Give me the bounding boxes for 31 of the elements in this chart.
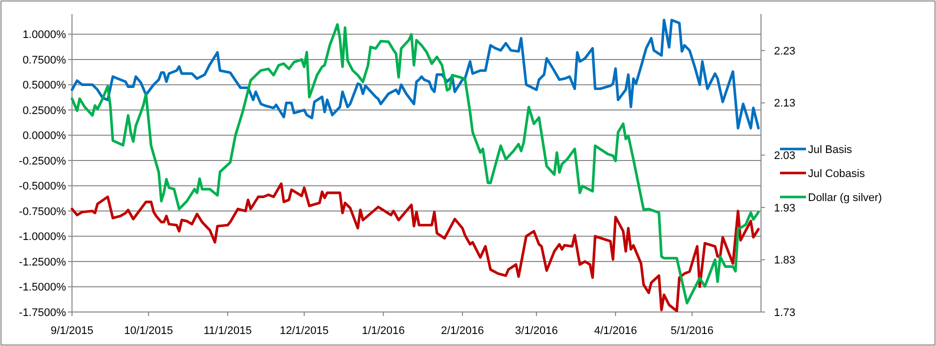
y-tick-label: -1.0000%	[18, 231, 66, 244]
x-tick-label: 3/1/2016	[515, 324, 558, 337]
y-tick-label: 0.0000%	[22, 130, 66, 142]
line-series	[70, 18, 760, 130]
x-tick-label: 12/1/2015	[280, 324, 329, 337]
y-tick-label: -0.7500%	[18, 206, 66, 218]
y-tick-label: -1.2500%	[18, 256, 66, 268]
x-tick-label: 5/1/2016	[670, 324, 714, 337]
x-tick-label: 9/1/2015	[50, 324, 94, 337]
legend-label: Jul Cobasis	[808, 168, 866, 180]
y-tick-label: -0.5000%	[18, 180, 66, 193]
x-tick-label: 4/1/2016	[594, 324, 637, 337]
y2-tick-label: 2.23	[774, 45, 796, 58]
y-tick-label: -0.2500%	[18, 155, 66, 168]
x-tick-label: 1/1/2016	[362, 324, 405, 337]
y2-tick-label: 1.83	[774, 254, 796, 267]
y2-tick-label: 1.93	[774, 202, 796, 214]
y-tick-label: -1.5000%	[18, 282, 66, 294]
legend-label: Jul Basis	[808, 144, 853, 156]
y2-tick-label: 2.03	[774, 150, 796, 162]
x-tick-label: 2/1/2016	[441, 324, 484, 337]
y-tick-label: 1.0000%	[22, 29, 66, 42]
y-tick-label: 0.7500%	[22, 54, 66, 66]
y2-tick-label: 1.73	[774, 306, 796, 319]
y-tick-label: 0.2500%	[22, 104, 66, 117]
x-tick-label: 10/1/2015	[124, 324, 174, 337]
y2-tick-label: 2.13	[774, 98, 796, 110]
y-tick-label: -1.7500%	[18, 306, 66, 319]
legend-label: Dollar (g silver)	[808, 192, 882, 204]
x-tick-label: 11/1/2015	[204, 324, 252, 337]
y-tick-label: 0.5000%	[22, 80, 66, 92]
